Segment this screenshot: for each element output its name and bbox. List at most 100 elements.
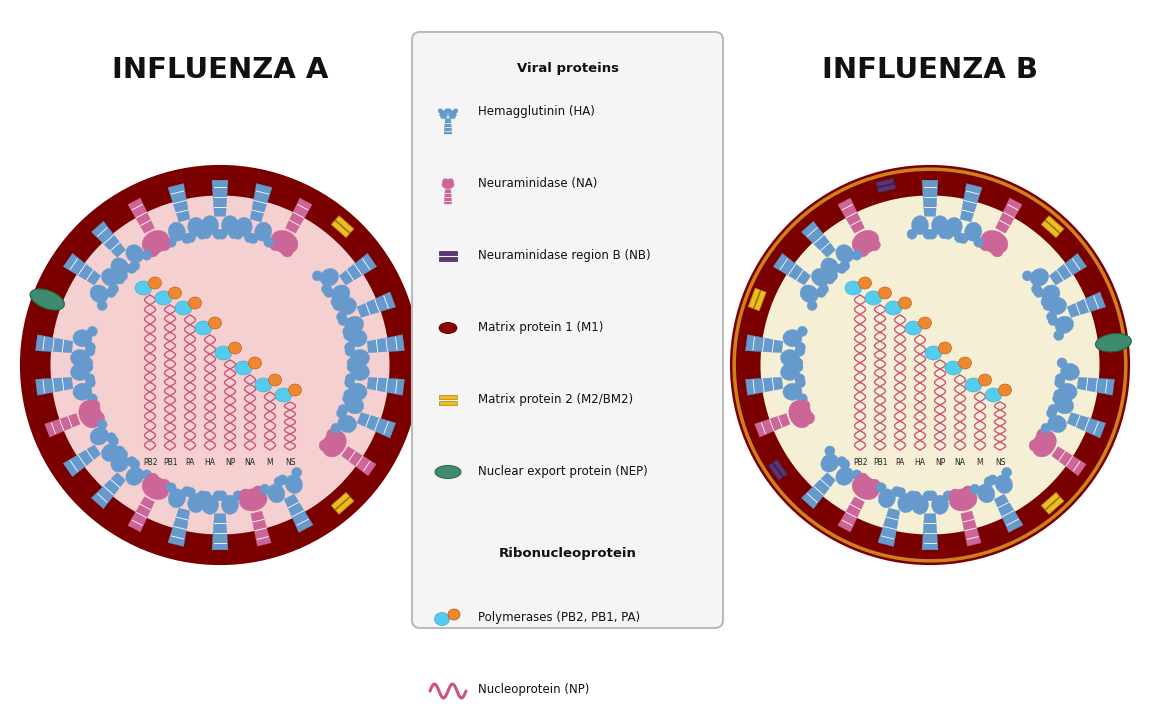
Ellipse shape — [783, 384, 802, 400]
Ellipse shape — [869, 479, 880, 490]
Ellipse shape — [320, 268, 339, 286]
Ellipse shape — [979, 240, 992, 251]
Ellipse shape — [73, 330, 92, 347]
Ellipse shape — [268, 374, 281, 386]
Ellipse shape — [783, 330, 802, 347]
Ellipse shape — [434, 613, 449, 626]
Ellipse shape — [795, 342, 805, 352]
Ellipse shape — [801, 285, 818, 302]
Ellipse shape — [984, 477, 994, 486]
Text: Matrix protein 2 (M2/BM2): Matrix protein 2 (M2/BM2) — [478, 392, 634, 405]
Ellipse shape — [159, 240, 170, 251]
Ellipse shape — [818, 284, 828, 294]
Ellipse shape — [78, 400, 101, 428]
Polygon shape — [439, 257, 457, 261]
Ellipse shape — [202, 228, 211, 239]
Polygon shape — [745, 335, 783, 352]
Polygon shape — [36, 335, 73, 352]
Text: INFLUENZA A: INFLUENZA A — [112, 56, 328, 84]
Ellipse shape — [188, 218, 205, 236]
Ellipse shape — [991, 246, 1003, 257]
Ellipse shape — [798, 399, 810, 412]
Ellipse shape — [108, 284, 119, 294]
Polygon shape — [439, 401, 457, 405]
Ellipse shape — [118, 271, 128, 281]
Ellipse shape — [923, 491, 933, 501]
Ellipse shape — [865, 291, 882, 305]
Polygon shape — [439, 251, 457, 255]
Polygon shape — [1067, 413, 1106, 438]
Ellipse shape — [338, 405, 348, 415]
Ellipse shape — [958, 233, 968, 244]
Polygon shape — [285, 494, 313, 532]
Polygon shape — [91, 473, 126, 509]
Ellipse shape — [73, 384, 92, 400]
Ellipse shape — [440, 111, 447, 119]
Text: PB2: PB2 — [143, 458, 158, 467]
Ellipse shape — [781, 349, 799, 367]
Polygon shape — [960, 183, 982, 222]
Polygon shape — [745, 378, 783, 395]
Ellipse shape — [336, 408, 347, 418]
Ellipse shape — [1046, 312, 1056, 322]
Ellipse shape — [147, 246, 159, 257]
Ellipse shape — [213, 491, 223, 501]
Ellipse shape — [221, 495, 238, 514]
Ellipse shape — [338, 315, 348, 326]
Polygon shape — [367, 335, 404, 352]
Text: PA: PA — [895, 458, 904, 467]
Text: Nuclear export protein (NEP): Nuclear export protein (NEP) — [478, 465, 647, 478]
Ellipse shape — [326, 428, 338, 440]
Ellipse shape — [840, 261, 850, 270]
Ellipse shape — [836, 263, 847, 273]
Text: M: M — [266, 458, 273, 467]
Ellipse shape — [1041, 285, 1060, 302]
Ellipse shape — [115, 274, 124, 284]
Ellipse shape — [949, 489, 961, 500]
Ellipse shape — [93, 412, 105, 423]
Ellipse shape — [350, 363, 370, 381]
Ellipse shape — [858, 277, 872, 289]
Ellipse shape — [1054, 331, 1063, 341]
Polygon shape — [838, 497, 864, 532]
Polygon shape — [1077, 378, 1114, 395]
Ellipse shape — [925, 346, 942, 360]
Ellipse shape — [90, 427, 108, 445]
Ellipse shape — [836, 244, 854, 262]
Polygon shape — [802, 473, 835, 509]
Ellipse shape — [348, 384, 367, 400]
Polygon shape — [342, 447, 376, 476]
Ellipse shape — [846, 281, 862, 295]
Circle shape — [745, 181, 1115, 550]
Polygon shape — [332, 492, 350, 510]
Ellipse shape — [911, 216, 929, 235]
Ellipse shape — [97, 300, 107, 310]
Ellipse shape — [101, 444, 120, 462]
Ellipse shape — [85, 347, 94, 356]
Ellipse shape — [821, 258, 839, 276]
Ellipse shape — [1002, 468, 1011, 478]
Ellipse shape — [1043, 300, 1053, 310]
Ellipse shape — [101, 268, 120, 286]
Text: Neuraminidase (NA): Neuraminidase (NA) — [478, 176, 598, 189]
Ellipse shape — [142, 231, 169, 254]
Ellipse shape — [182, 486, 191, 497]
Polygon shape — [1067, 292, 1106, 318]
Ellipse shape — [1033, 287, 1044, 297]
Ellipse shape — [338, 297, 357, 315]
Ellipse shape — [89, 399, 100, 412]
Ellipse shape — [202, 492, 211, 501]
Ellipse shape — [240, 489, 267, 511]
Text: NP: NP — [225, 458, 235, 467]
Ellipse shape — [857, 246, 869, 257]
Text: INFLUENZA B: INFLUENZA B — [823, 56, 1038, 84]
Ellipse shape — [795, 378, 805, 388]
Ellipse shape — [338, 415, 357, 433]
Ellipse shape — [1048, 415, 1067, 433]
Ellipse shape — [195, 321, 212, 335]
Ellipse shape — [939, 228, 949, 239]
Ellipse shape — [789, 400, 812, 428]
Ellipse shape — [274, 477, 285, 486]
Text: HA: HA — [205, 458, 215, 467]
Polygon shape — [749, 288, 760, 309]
